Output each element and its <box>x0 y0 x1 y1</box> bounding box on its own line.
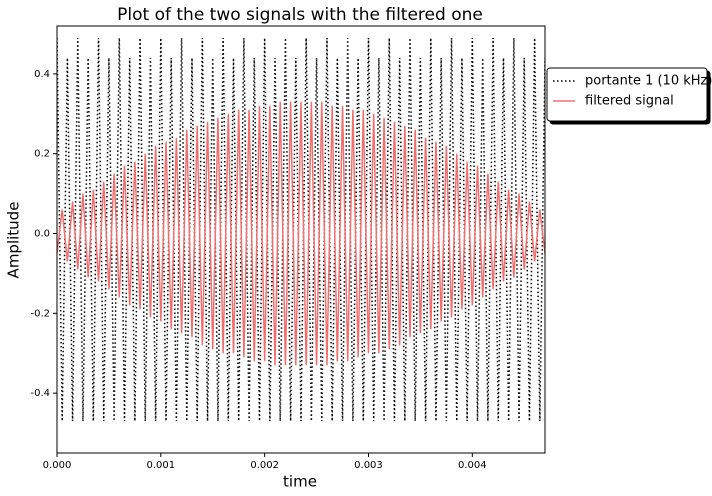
plot-area <box>57 37 545 422</box>
y-tick-label: 0.2 <box>34 149 50 160</box>
x-tick-label: 0.002 <box>250 460 279 471</box>
x-tick-label: 0.000 <box>43 460 72 471</box>
series-line <box>57 37 545 422</box>
legend-label: portante 1 (10 kHz) <box>585 74 712 89</box>
y-tick-label: 0.0 <box>34 229 50 240</box>
y-axis-label: Amplitude <box>5 202 23 279</box>
plot-frame <box>56 25 546 454</box>
x-tick-label: 0.001 <box>147 460 176 471</box>
y-tick-label: -0.4 <box>30 388 50 399</box>
x-axis-label: time <box>283 473 317 491</box>
legend: portante 1 (10 kHz) filtered signal <box>546 67 712 122</box>
legend-label: filtered signal <box>585 94 674 109</box>
x-tick-label: 0.003 <box>354 460 383 471</box>
legend-box <box>546 67 708 122</box>
x-tick-label: 0.004 <box>458 460 487 471</box>
series-line <box>57 101 545 366</box>
y-tick-label: -0.2 <box>30 308 50 319</box>
chart-title: Plot of the two signals with the filtere… <box>117 5 483 25</box>
y-tick-label: 0.4 <box>34 69 50 80</box>
